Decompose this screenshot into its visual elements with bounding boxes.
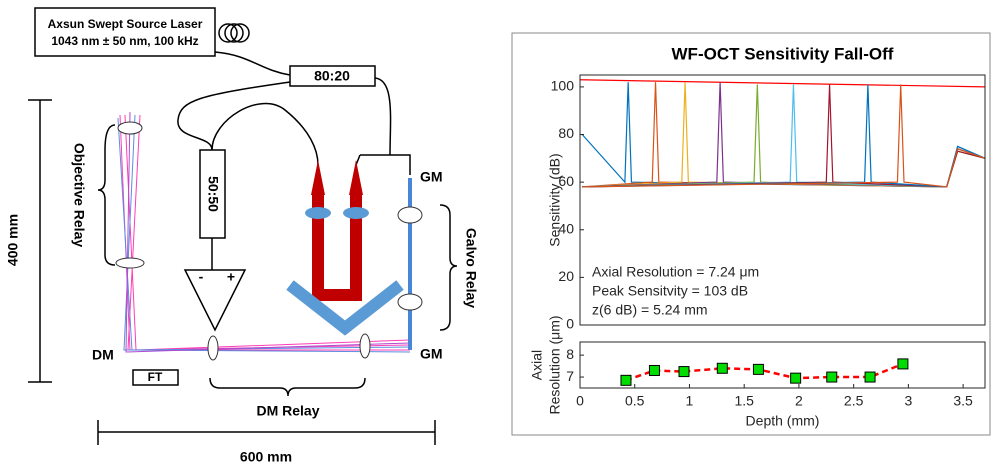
series-line <box>582 84 986 188</box>
beams <box>115 111 423 361</box>
y-tick-label: 7 <box>566 368 574 384</box>
mirror-label: GM <box>420 169 443 185</box>
mirror <box>286 280 404 336</box>
beam <box>117 114 411 353</box>
x-tick-label: 0 <box>576 393 584 409</box>
series-line <box>582 82 986 188</box>
mirror-label: GM <box>420 346 443 362</box>
collimator <box>311 160 325 195</box>
detector <box>183 269 247 332</box>
coupler-label: 50:50 <box>205 176 221 212</box>
series-line <box>582 84 986 188</box>
marker <box>752 363 764 375</box>
lens <box>207 335 219 361</box>
fiber-coil <box>218 23 238 43</box>
lens <box>397 206 423 224</box>
y-tick-label: 80 <box>558 125 574 141</box>
series-line <box>582 82 986 188</box>
lens <box>305 207 331 219</box>
ft-label: FT <box>148 370 163 384</box>
relay-label: Objective Relay <box>71 143 87 247</box>
annotation: Axial Resolution = 7.24 μm <box>592 264 759 280</box>
fiber <box>177 81 291 151</box>
coupler-box <box>289 65 376 87</box>
annotation: z(6 dB) = 5.24 mm <box>592 302 708 318</box>
marker <box>790 372 802 384</box>
fiber <box>211 102 319 166</box>
coupler-label: 80:20 <box>314 68 350 84</box>
x-tick-label: 0.5 <box>625 393 645 409</box>
axes-box <box>579 341 986 389</box>
series-line <box>582 82 986 188</box>
marker <box>864 371 876 383</box>
lens <box>117 121 143 135</box>
relay-label: Galvo Relay <box>463 228 479 308</box>
lens <box>115 257 145 269</box>
brace <box>97 124 116 266</box>
marker <box>716 362 728 374</box>
x-axis-label: Depth (mm) <box>746 413 820 429</box>
lens <box>397 293 423 311</box>
dimension-label: 600 mm <box>240 449 292 465</box>
y-tick-label: 40 <box>558 220 574 236</box>
x-tick-label: 3 <box>904 393 912 409</box>
dimension-label: 400 mm <box>5 214 21 266</box>
series-line <box>582 84 986 188</box>
marker <box>678 366 690 378</box>
brace <box>439 204 458 331</box>
laser-box <box>34 7 216 57</box>
lens <box>359 333 371 359</box>
mirror-label: DM <box>92 347 114 363</box>
y-tick-label: 100 <box>551 78 575 94</box>
y-tick-label: 8 <box>566 346 574 362</box>
series-line <box>582 84 986 188</box>
fiber-loop <box>312 190 362 301</box>
series-line <box>581 82 986 188</box>
series-line <box>625 362 904 382</box>
relay-label: DM Relay <box>256 403 319 419</box>
marker <box>648 364 660 376</box>
marker <box>826 371 838 383</box>
x-tick-label: 2.5 <box>844 393 864 409</box>
x-tick-label: 2 <box>795 393 803 409</box>
y-axis-label: Resolution (μm) <box>547 315 563 414</box>
y-tick-label: 60 <box>558 173 574 189</box>
fiber-coil <box>224 23 244 43</box>
beam <box>125 111 411 353</box>
laser-label: 1043 nm ± 50 nm, 100 kHz <box>51 34 198 48</box>
laser-label: Axsun Swept Source Laser <box>48 17 203 31</box>
y-axis-label: Sensitivity (dB) <box>547 153 563 246</box>
collimator <box>349 160 363 195</box>
y-tick-label: 20 <box>558 268 574 284</box>
marker <box>897 358 909 370</box>
ft-box <box>132 369 179 386</box>
y-tick-label: 0 <box>566 316 574 332</box>
annotation: Peak Sensitvity = 103 dB <box>592 283 748 299</box>
series-line <box>582 84 986 188</box>
fiber-coil <box>230 23 250 43</box>
x-tick-label: 3.5 <box>953 393 973 409</box>
x-tick-label: 1.5 <box>734 393 754 409</box>
y-axis-label: Axial <box>529 350 545 380</box>
series-line <box>579 79 986 88</box>
brace <box>209 377 366 397</box>
setup-diagram <box>28 7 458 445</box>
detector-label: - <box>199 269 204 285</box>
x-tick-label: 1 <box>686 393 694 409</box>
fiber <box>355 77 411 175</box>
marker <box>620 374 632 386</box>
chart-frame <box>511 32 991 436</box>
chart-title: WF-OCT Sensitivity Fall-Off <box>672 44 894 63</box>
axes-box <box>579 74 986 326</box>
lens <box>343 207 369 219</box>
fiber <box>214 51 291 76</box>
detector-label: + <box>227 269 235 285</box>
diagram-labels: Axsun Swept Source Laser 1043 nm ± 50 nm… <box>5 17 480 465</box>
